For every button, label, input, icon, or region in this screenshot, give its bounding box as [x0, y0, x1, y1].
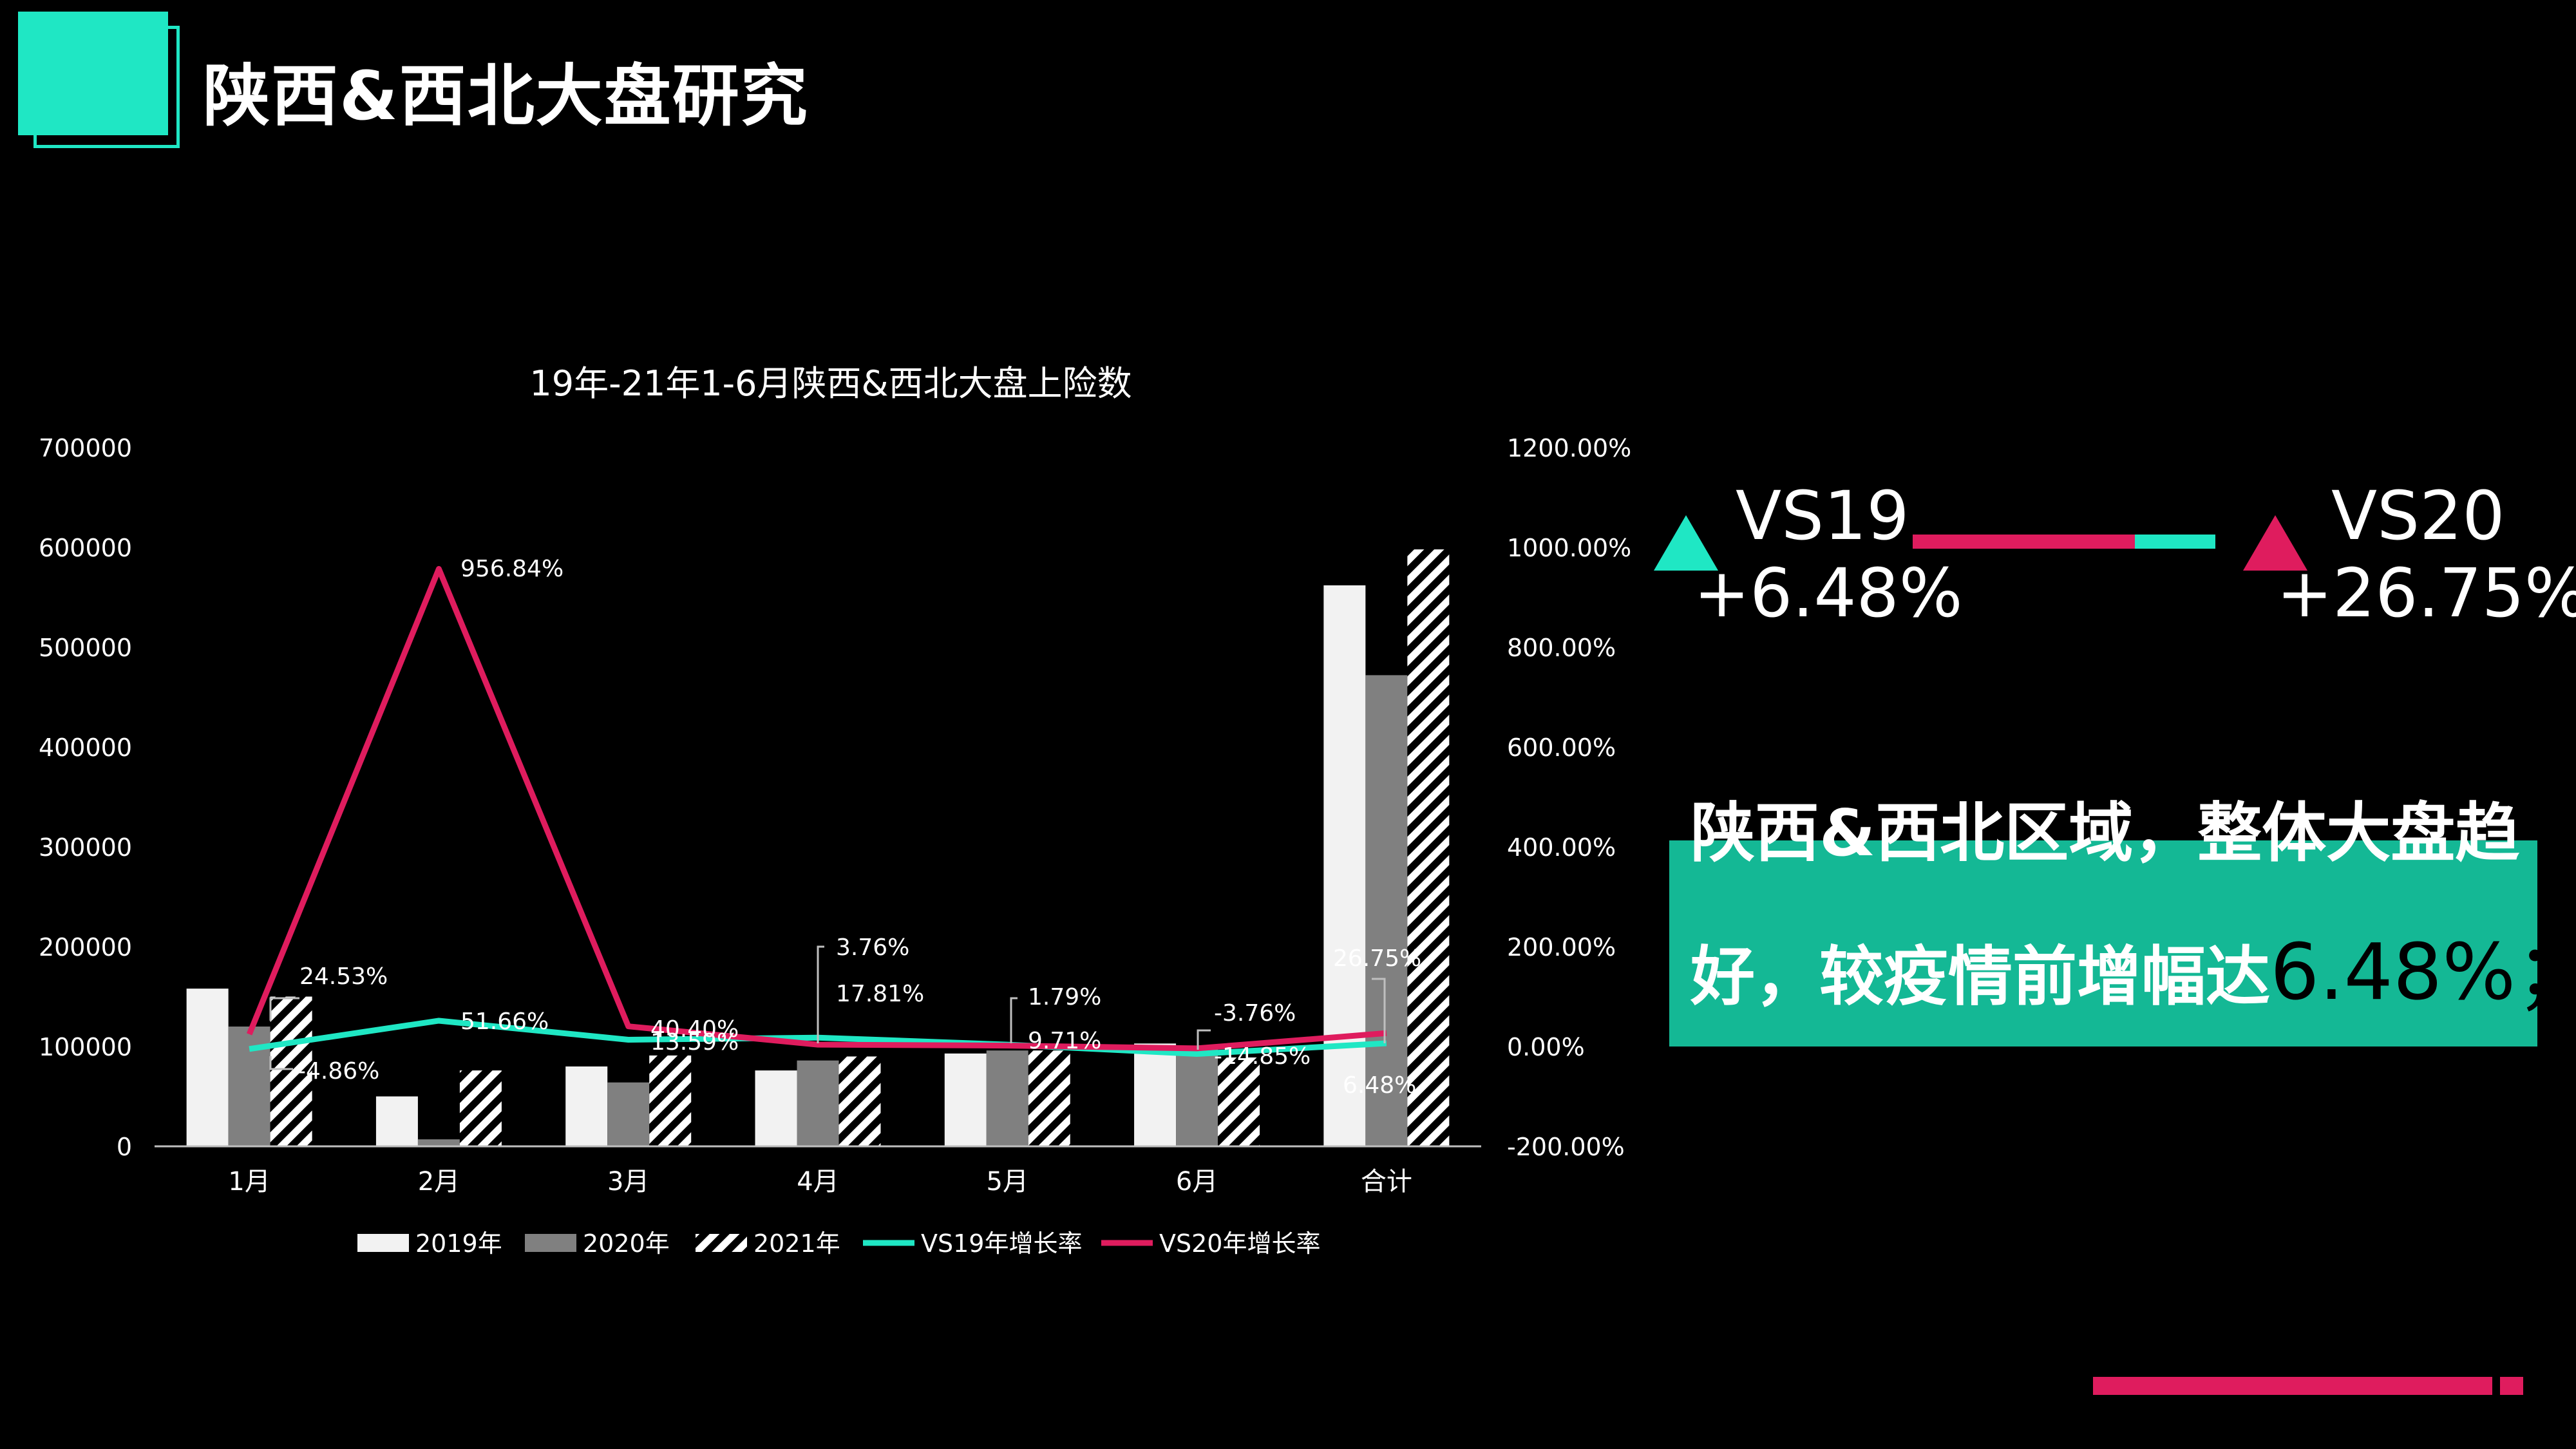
- bar-2021年: [1218, 1057, 1260, 1146]
- data-label: 51.66%: [460, 1009, 549, 1035]
- y-left-tick-label: 500000: [39, 634, 132, 662]
- bar-2020年: [986, 1050, 1028, 1146]
- summary-line-2: 好，较疫情前增幅达6.48%；: [1690, 909, 2576, 1021]
- page-title: 陕西&西北大盘研究: [203, 57, 809, 135]
- y-left-tick-label: 100000: [39, 1033, 132, 1061]
- legend-swatch: [696, 1234, 747, 1252]
- x-tick-label: 4月: [797, 1167, 838, 1197]
- data-label: 40.40%: [650, 1016, 739, 1043]
- data-label: 1.79%: [1028, 984, 1101, 1010]
- footer-dot: [2500, 1377, 2523, 1395]
- bar-2020年: [607, 1082, 650, 1146]
- legend-label: 2019年: [415, 1229, 502, 1258]
- x-tick-label: 5月: [987, 1167, 1028, 1197]
- y-right-tick-label: 0.00%: [1507, 1033, 1585, 1061]
- summary-line-1: 陕西&西北区域，整体大盘趋: [1690, 795, 2520, 871]
- data-label: 17.81%: [836, 981, 924, 1007]
- y-right-tick-label: -200.00%: [1507, 1133, 1625, 1161]
- vs19-up-triangle-icon: [1654, 515, 1718, 571]
- data-label: 6.48%: [1343, 1072, 1416, 1099]
- vs20-label: VS20: [2331, 477, 2505, 555]
- summary-percent: 6.48%；: [2270, 928, 2576, 1018]
- vs20-up-triangle-icon: [2243, 515, 2307, 571]
- data-label: 13.59%: [650, 1029, 739, 1056]
- legend-label: 2020年: [583, 1229, 670, 1258]
- y-left-tick-label: 300000: [39, 833, 132, 862]
- bar-2021年: [838, 1056, 881, 1146]
- data-label: -3.76%: [1214, 1000, 1296, 1027]
- y-right-tick-label: 1000.00%: [1507, 534, 1631, 562]
- data-label: 9.71%: [1028, 1028, 1101, 1054]
- bar-2020年: [417, 1139, 460, 1146]
- bar-2019年: [186, 989, 229, 1146]
- legend-label: 2021年: [753, 1229, 840, 1258]
- bar-2019年: [755, 1070, 797, 1146]
- vs19-value: +6.48%: [1694, 554, 1963, 632]
- bar-2021年: [1407, 549, 1450, 1146]
- bar-2020年: [1365, 675, 1408, 1146]
- y-right-tick-label: 200.00%: [1507, 933, 1616, 961]
- footer-bar: [2093, 1377, 2492, 1395]
- x-tick-label: 2月: [418, 1167, 460, 1197]
- bar-2019年: [944, 1053, 987, 1146]
- leader-line: [269, 997, 299, 1021]
- legend-swatch: [525, 1234, 576, 1252]
- y-right-tick-label: 400.00%: [1507, 833, 1616, 862]
- y-left-tick-label: 700000: [39, 434, 132, 462]
- leader-line: [817, 945, 824, 1043]
- leader-line: [269, 1056, 293, 1070]
- summary-line-2-text: 好，较疫情前增幅达: [1690, 939, 2270, 1014]
- bar-2019年: [1134, 1043, 1177, 1146]
- y-left-tick-label: 600000: [39, 534, 132, 562]
- bar-2021年: [459, 1070, 502, 1146]
- bar-2019年: [375, 1096, 418, 1146]
- bar-2020年: [797, 1060, 839, 1146]
- data-label: 24.53%: [299, 963, 388, 990]
- y-left-tick-label: 0: [117, 1133, 132, 1161]
- summary-box: [1669, 840, 2537, 1046]
- bar-2021年: [270, 996, 312, 1146]
- logo-block: [18, 12, 168, 135]
- x-tick-label: 6月: [1176, 1167, 1218, 1197]
- vs20-value: +26.75%: [2277, 554, 2576, 632]
- chart-title: 19年-21年1-6月陕西&西北大盘上险数: [529, 363, 1132, 404]
- x-tick-label: 合计: [1361, 1167, 1412, 1197]
- data-label: 956.84%: [460, 556, 564, 582]
- bar-2019年: [565, 1066, 608, 1146]
- data-label: 3.76%: [836, 934, 909, 961]
- y-right-tick-label: 1200.00%: [1507, 434, 1631, 462]
- legend-label: VS20年增长率: [1159, 1229, 1320, 1258]
- bar-2020年: [1176, 1046, 1218, 1146]
- leader-line: [1197, 1029, 1211, 1050]
- x-tick-label: 1月: [228, 1167, 270, 1197]
- vs19-label: VS19: [1736, 477, 1909, 555]
- bar-2021年: [649, 1055, 692, 1146]
- data-label: -14.85%: [1214, 1043, 1311, 1070]
- data-label: 26.75%: [1333, 945, 1421, 972]
- data-label: -4.86%: [298, 1058, 379, 1084]
- y-right-tick-label: 800.00%: [1507, 634, 1616, 662]
- comparison-divider: [1913, 535, 2215, 549]
- leader-line: [1372, 978, 1386, 1043]
- legend-label: VS19年增长率: [921, 1229, 1082, 1258]
- y-left-tick-label: 400000: [39, 734, 132, 762]
- leader-line: [1010, 997, 1018, 1043]
- x-tick-label: 3月: [607, 1167, 649, 1197]
- y-left-tick-label: 200000: [39, 933, 132, 961]
- y-right-tick-label: 600.00%: [1507, 734, 1616, 762]
- bar-2021年: [1028, 1050, 1070, 1146]
- legend-swatch: [357, 1234, 409, 1252]
- bar-2019年: [1323, 585, 1366, 1146]
